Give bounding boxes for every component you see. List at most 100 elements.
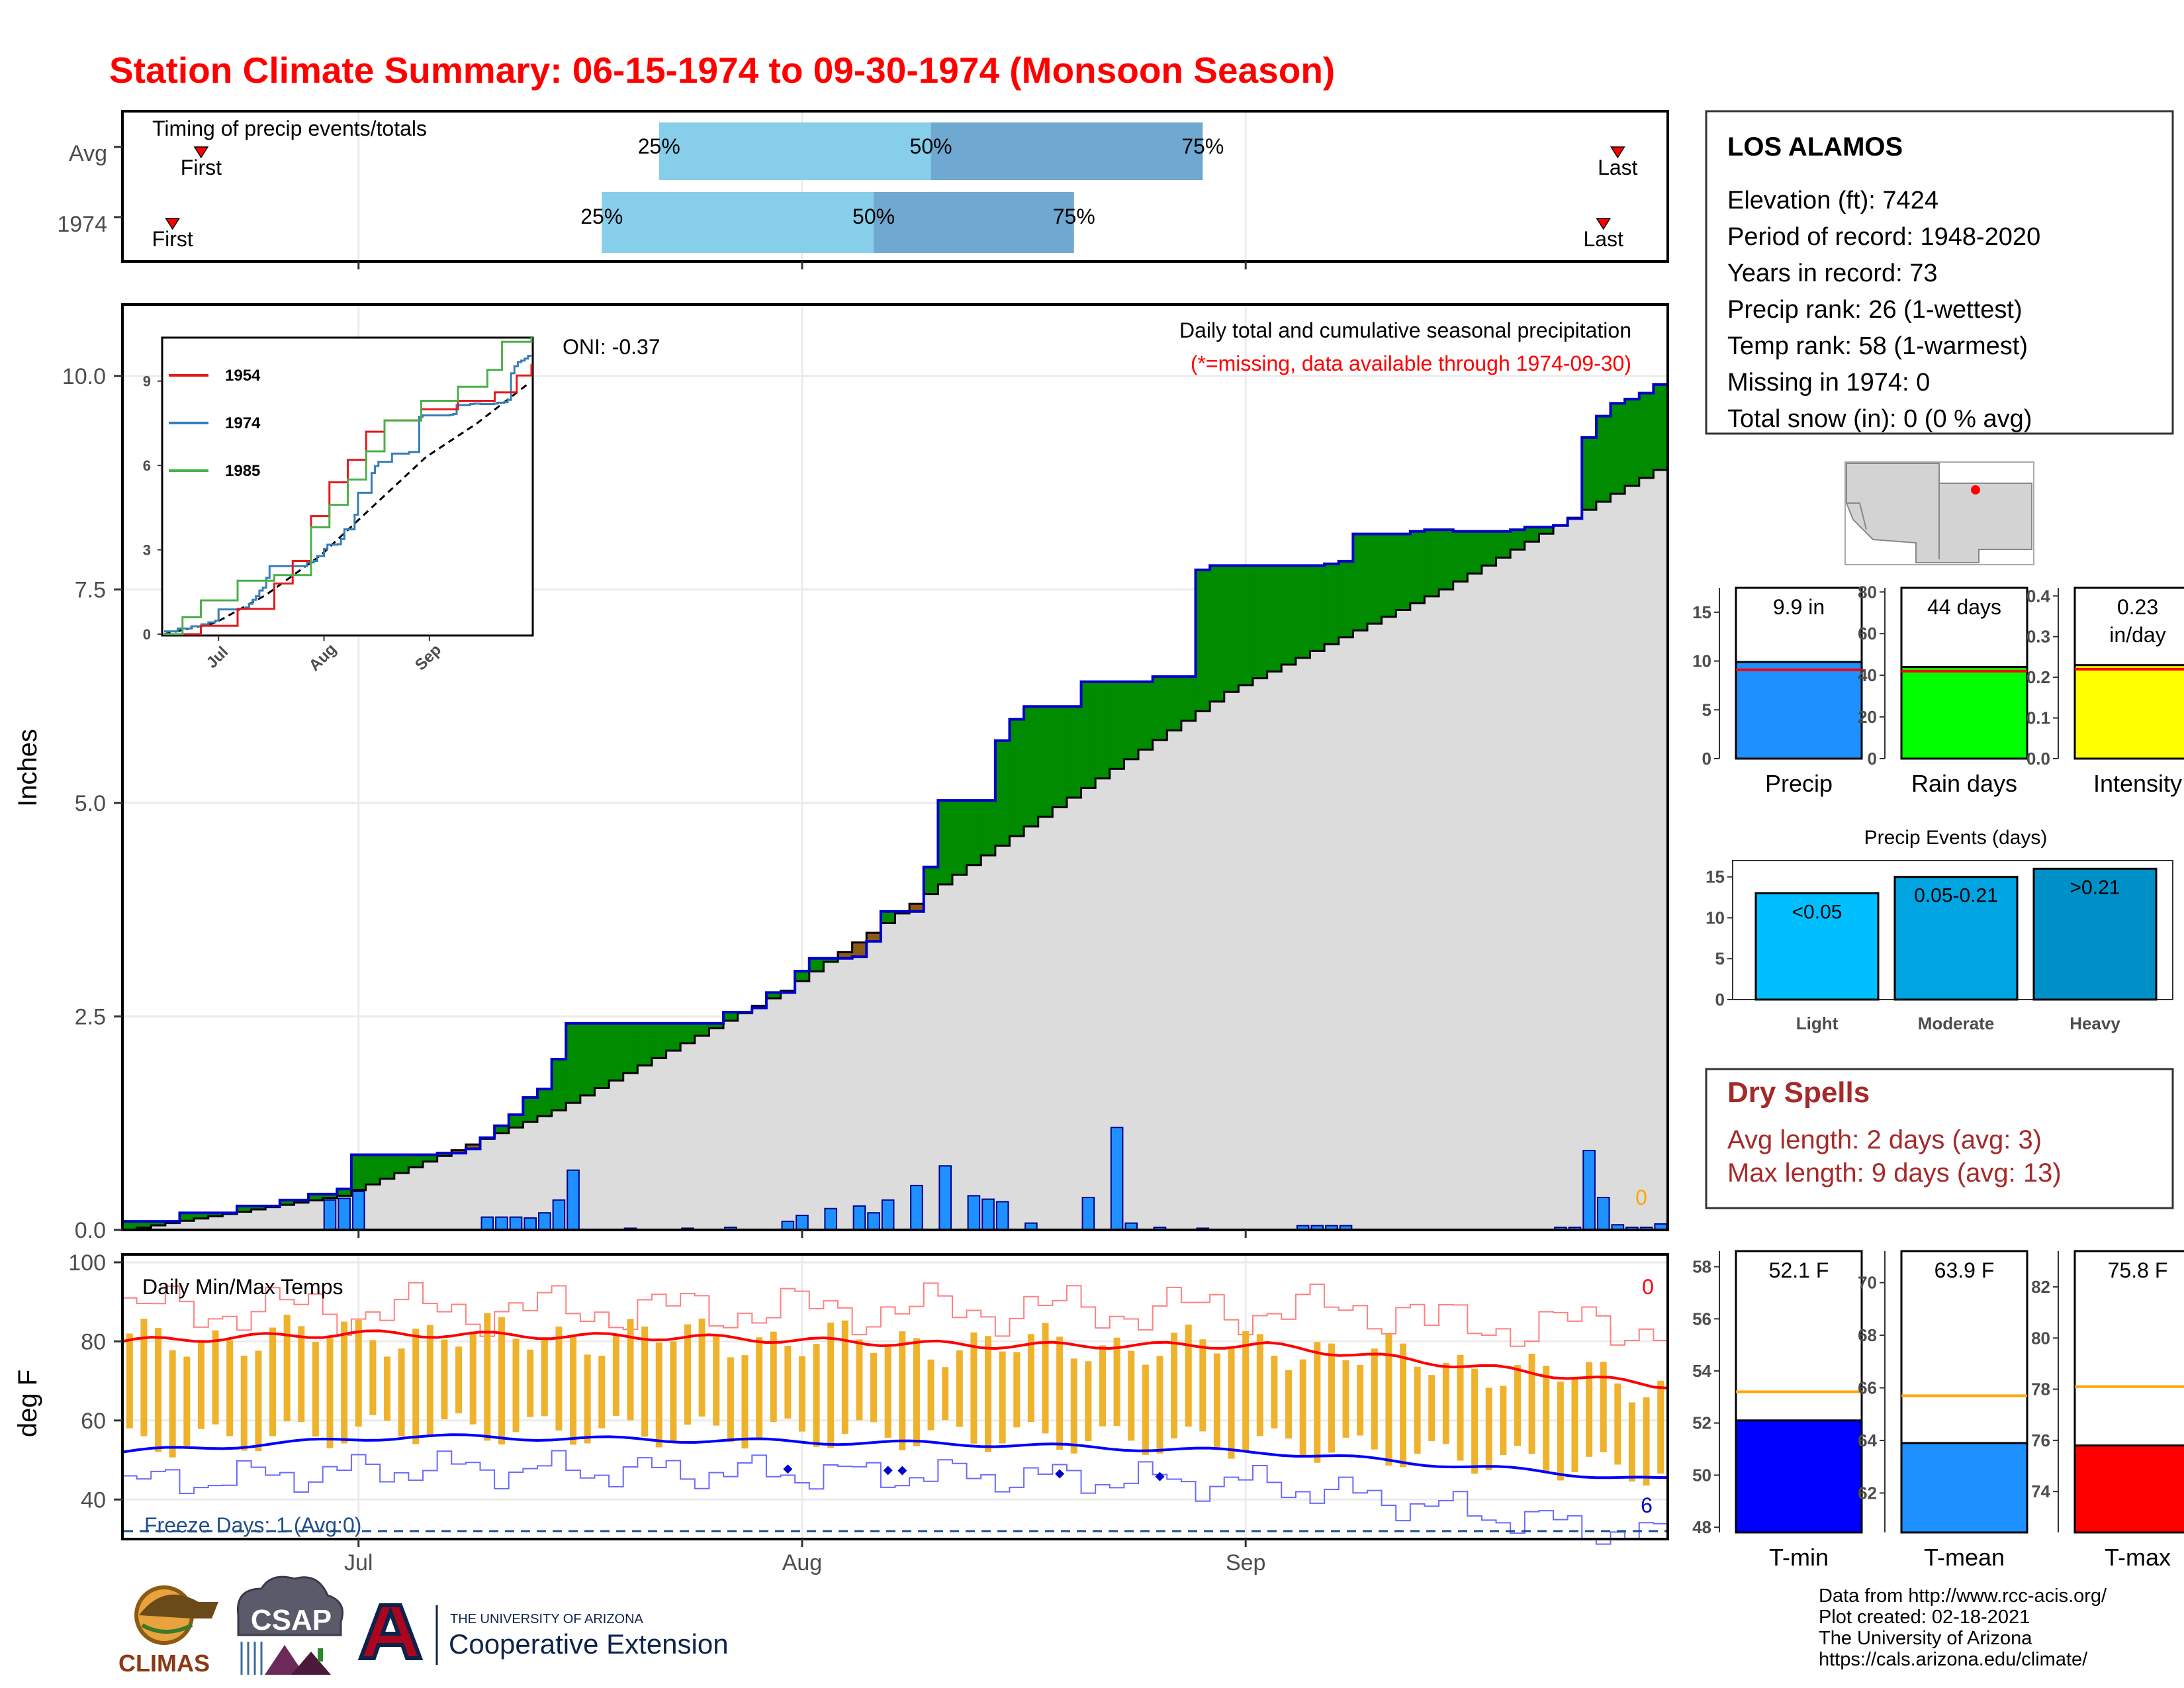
- above-average-area: [423, 1154, 438, 1162]
- above-average-area: [623, 1023, 638, 1073]
- daily-temp-bar: [1042, 1323, 1049, 1434]
- locator-map: [1844, 461, 2034, 565]
- events-bar-label: >0.21: [2070, 876, 2120, 898]
- timing-label: Timing of precip events/totals: [152, 117, 427, 140]
- daily-temp-bar: [226, 1340, 234, 1436]
- events-tick-label: 10: [1706, 908, 1725, 927]
- daily-temp-bar: [942, 1367, 949, 1421]
- climas-logo-text: CLIMAS: [118, 1650, 210, 1677]
- above-average-area: [194, 1213, 209, 1219]
- station-line-temp-rank: Temp rank: 58 (1-warmest): [1727, 332, 2028, 360]
- average-cumulative-area: [122, 469, 1668, 1230]
- events-bar-label: 0.05-0.21: [1914, 885, 1998, 907]
- above-average-area: [1095, 681, 1111, 778]
- station-line-years: Years in record: 73: [1727, 259, 1938, 287]
- credit-line-ua: The University of Arizona: [1819, 1628, 2032, 1649]
- station-name: LOS ALAMOS: [1727, 132, 1903, 162]
- below-average-area: [838, 952, 853, 959]
- daily-temp-bar: [441, 1339, 448, 1420]
- mini-tick-label: 0.3: [2026, 627, 2050, 647]
- daily-temp-bar: [484, 1313, 491, 1441]
- station-location-marker: [1971, 485, 1980, 494]
- daily-temp-bar: [212, 1330, 219, 1425]
- daily-precip-bar: [852, 1205, 866, 1231]
- tmean-mini-chart: 62 64 66 68 70 63.9 F T-mean: [1858, 1250, 2028, 1571]
- daily-temp-bar: [1085, 1361, 1092, 1441]
- daily-precip-bar: [1582, 1150, 1596, 1231]
- mini-value-bar: [1735, 661, 1863, 760]
- above-average-area: [1481, 531, 1497, 566]
- daily-precip-bar: [552, 1199, 566, 1231]
- above-average-area: [1424, 530, 1439, 596]
- inset-average-line: [163, 383, 529, 635]
- dry-spells-max: Max length: 9 days (avg: 13): [1727, 1158, 2062, 1188]
- daily-temp-bar: [985, 1336, 992, 1452]
- above-average-area: [508, 1114, 523, 1128]
- mini-tick-label: 0.4: [2026, 586, 2051, 606]
- daily-temp-bar: [655, 1342, 662, 1448]
- daily-temp-bar: [541, 1338, 548, 1417]
- above-average-area: [1295, 565, 1311, 658]
- mini-tick-label: 15: [1692, 602, 1711, 622]
- mini-x-label: T-mean: [1924, 1544, 2005, 1571]
- mini-tick-label: 48: [1692, 1517, 1711, 1537]
- credit-line-data: Data from http://www.rcc-acis.org/: [1819, 1585, 2107, 1607]
- daily-temp-bar: [283, 1315, 291, 1422]
- timing-row-avg-label: Avg: [69, 141, 107, 166]
- above-average-area: [823, 958, 839, 962]
- above-average-area: [594, 1023, 610, 1088]
- daily-temp-bar: [713, 1336, 720, 1426]
- above-average-area: [1439, 530, 1454, 590]
- above-average-area: [1381, 534, 1396, 617]
- above-average-area: [537, 1089, 553, 1116]
- precip-events-chart: Precip Events (days) 0 5 10 15 <0.05 Light 0.05…: [1706, 827, 2173, 1033]
- above-average-area: [136, 1221, 152, 1228]
- below-average-area: [465, 1145, 481, 1149]
- daily-temp-bar: [512, 1338, 520, 1432]
- above-average-area: [723, 1012, 739, 1021]
- daily-temp-bar: [355, 1319, 362, 1427]
- average-cumulative-line: [122, 469, 1668, 1231]
- above-average-area: [1625, 399, 1640, 486]
- daily-temp-bar: [1070, 1358, 1077, 1454]
- above-average-area: [1281, 565, 1297, 665]
- daily-temp-bar: [341, 1321, 348, 1444]
- above-average-area: [637, 1023, 653, 1066]
- above-average-area: [1453, 531, 1468, 582]
- above-average-area: [1596, 416, 1612, 502]
- daily-temp-bar: [1414, 1366, 1421, 1454]
- above-average-area: [1038, 706, 1053, 817]
- daily-temp-bar: [1185, 1325, 1192, 1427]
- record-low-marker: [1155, 1472, 1165, 1481]
- mini-tick-label: 54: [1692, 1361, 1711, 1381]
- above-average-area: [122, 1221, 138, 1230]
- daily-temp-bar: [255, 1350, 262, 1452]
- mini-x-label: Intensity: [2093, 770, 2182, 797]
- mini-x-label: Rain days: [1911, 770, 2017, 797]
- daily-temp-bar: [240, 1355, 248, 1451]
- daily-temp-bar: [1371, 1348, 1378, 1450]
- daily-temp-bar: [1142, 1364, 1149, 1455]
- timing-bar-q25-q50: [602, 192, 874, 253]
- daily-temp-bar: [884, 1344, 891, 1438]
- ua-extension-text: Cooperative Extension: [449, 1628, 729, 1660]
- csap-logo: CSAP: [236, 1575, 343, 1675]
- above-average-area: [981, 800, 996, 856]
- y-tick-label: 5.0: [75, 791, 106, 816]
- daily-temp-bar: [570, 1335, 577, 1445]
- y-tick-label: 60: [81, 1409, 106, 1434]
- daily-temp-bar: [1271, 1356, 1278, 1429]
- mini-tick-label: 76: [2031, 1430, 2050, 1450]
- first-marker: [165, 218, 181, 230]
- above-average-area: [880, 911, 896, 923]
- inset-legend-label: 1954: [225, 367, 261, 385]
- mini-value-bar: [1735, 1419, 1863, 1534]
- last-marker: [1610, 146, 1625, 159]
- mini-tick-label: 5: [1702, 700, 1711, 720]
- below-average-area: [451, 1150, 467, 1153]
- daily-precip-bar: [1596, 1196, 1610, 1231]
- daily-temp-bar: [1013, 1352, 1021, 1428]
- inset-legend-label: 1985: [225, 462, 260, 480]
- above-average-area: [1181, 677, 1197, 721]
